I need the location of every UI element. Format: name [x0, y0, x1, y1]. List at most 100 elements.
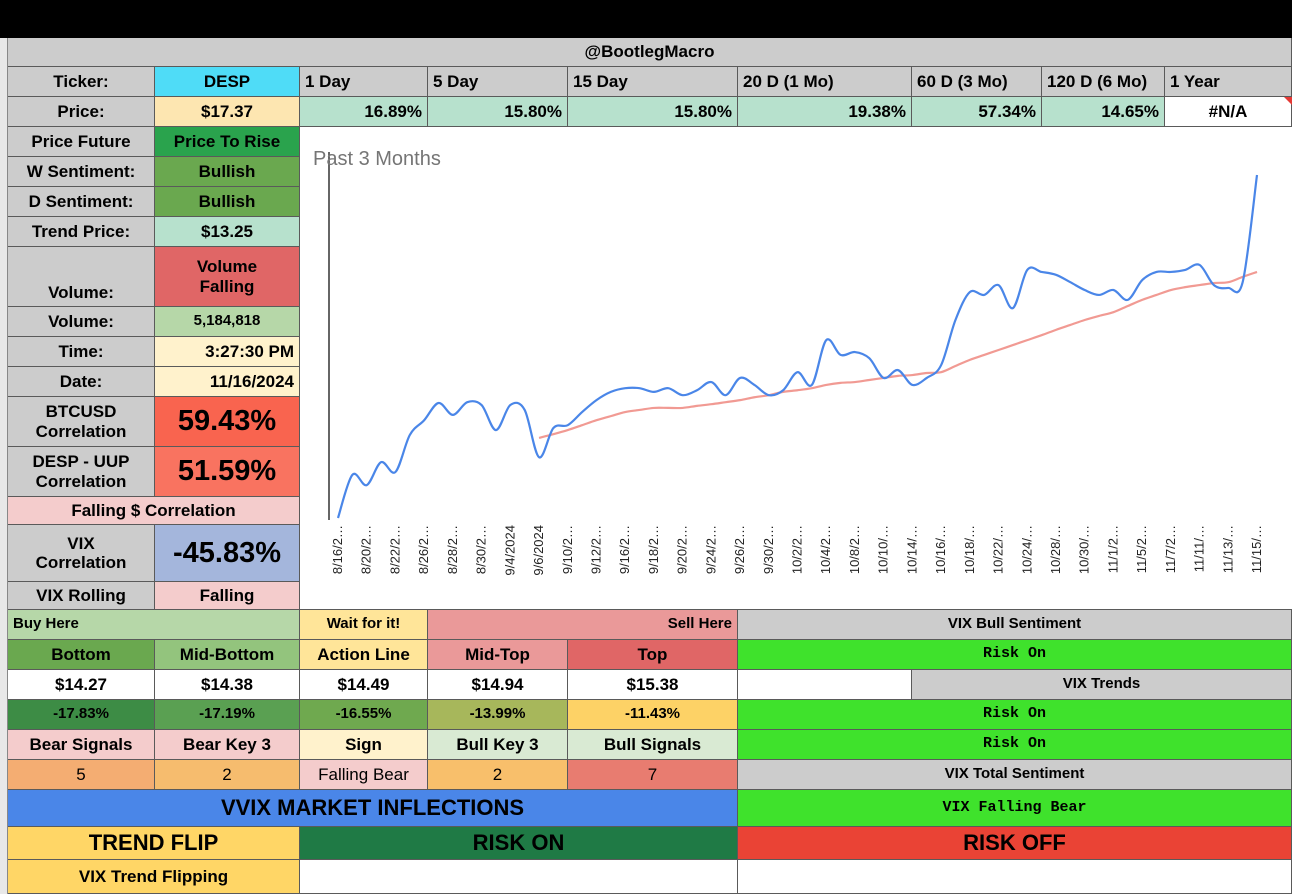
- line-series: [538, 270, 1258, 439]
- x-tick-label: 8/26/2…: [416, 525, 431, 574]
- x-tick-label: 8/22/2…: [387, 525, 402, 574]
- signal-value: 7: [568, 760, 738, 790]
- period-value: 15.80%: [568, 97, 738, 127]
- signal-value: 2: [155, 760, 300, 790]
- stat-note: Falling $ Correlation: [8, 497, 300, 525]
- period-value: #N/A: [1165, 97, 1292, 127]
- error-flag: [1284, 97, 1292, 105]
- top-bar: [0, 0, 1292, 38]
- wait: Wait for it!: [300, 610, 428, 640]
- x-tick-label: 11/13/…: [1220, 525, 1235, 573]
- stat-value: Bullish: [155, 187, 300, 217]
- period-label: 1 Day: [300, 67, 428, 97]
- period-label: 60 D (3 Mo): [912, 67, 1042, 97]
- level-name: Mid-Top: [428, 640, 568, 670]
- vix-trends-title: VIX Trends: [912, 670, 1292, 700]
- stat-value: -45.83%: [155, 525, 300, 582]
- stat-label: Time:: [8, 337, 155, 367]
- stat-value: 3:27:30 PM: [155, 337, 300, 367]
- vix-total-title: VIX Total Sentiment: [738, 760, 1292, 790]
- x-tick-label: 9/30/2…: [761, 525, 776, 574]
- stat-value: Price To Rise: [155, 127, 300, 157]
- period-value: 15.80%: [428, 97, 568, 127]
- signal-name: Bear Signals: [8, 730, 155, 760]
- stat-label: W Sentiment:: [8, 157, 155, 187]
- period-label: 15 Day: [568, 67, 738, 97]
- stat-value: Volume Falling: [155, 247, 300, 307]
- x-tick-label: 9/26/2…: [732, 525, 747, 574]
- x-tick-label: 10/10/…: [876, 525, 891, 574]
- vix-bull: Risk On: [738, 640, 1292, 670]
- stat-value: Bullish: [155, 157, 300, 187]
- period-label: 5 Day: [428, 67, 568, 97]
- stat-value: Falling: [155, 582, 300, 610]
- chart-area: [300, 127, 1292, 610]
- blank-cell: [738, 670, 912, 700]
- vvix-title: VVIX MARKET INFLECTIONS: [8, 790, 738, 827]
- x-tick-label: 9/18/2…: [646, 525, 661, 574]
- stat-label: Volume:: [8, 307, 155, 337]
- sheet-title: @BootlegMacro: [8, 38, 1292, 67]
- stat-label: Volume:: [8, 247, 155, 307]
- signal-name: Bull Signals: [568, 730, 738, 760]
- level-name: Top: [568, 640, 738, 670]
- period-value: 16.89%: [300, 97, 428, 127]
- x-tick-label: 10/4/2…: [818, 525, 833, 574]
- vix-bull-title: VIX Bull Sentiment: [738, 610, 1292, 640]
- x-tick-label: 10/28/…: [1048, 525, 1063, 574]
- vix-trend: Risk On: [738, 700, 1292, 730]
- level-price: $14.38: [155, 670, 300, 700]
- trend-flip: TREND FLIP: [8, 827, 300, 860]
- x-tick-label: 9/16/2…: [617, 525, 632, 574]
- blank-cell: [300, 860, 738, 894]
- row-header-strip: [0, 38, 8, 894]
- period-value: 19.38%: [738, 97, 912, 127]
- stat-label: VIX Correlation: [8, 525, 155, 582]
- x-tick-label: 10/2/2…: [790, 525, 805, 574]
- stat-label: D Sentiment:: [8, 187, 155, 217]
- x-tick-label: 10/22/…: [991, 525, 1006, 574]
- stat-value: 59.43%: [155, 397, 300, 447]
- signal-value: 5: [8, 760, 155, 790]
- signal-value: Falling Bear: [300, 760, 428, 790]
- stat-value: 11/16/2024: [155, 367, 300, 397]
- price-label: Price:: [8, 97, 155, 127]
- level-change: -17.19%: [155, 700, 300, 730]
- x-tick-label: 8/28/2…: [445, 525, 460, 574]
- level-price: $15.38: [568, 670, 738, 700]
- ticker-value: DESP: [155, 67, 300, 97]
- x-tick-label: 9/20/2…: [675, 525, 690, 574]
- level-change: -16.55%: [300, 700, 428, 730]
- level-name: Mid-Bottom: [155, 640, 300, 670]
- x-tick-label: 9/24/2…: [703, 525, 718, 574]
- x-tick-label: 10/16/…: [933, 525, 948, 574]
- signal-value: 2: [428, 760, 568, 790]
- stat-value: 5,184,818: [155, 307, 300, 337]
- x-tick-label: 11/7/2…: [1163, 525, 1178, 573]
- stat-value: 51.59%: [155, 447, 300, 497]
- risk-on: RISK ON: [300, 827, 738, 860]
- signal-name: Sign: [300, 730, 428, 760]
- level-change: -11.43%: [568, 700, 738, 730]
- x-tick-label: 11/1/2…: [1105, 525, 1120, 573]
- stat-label: Price Future: [8, 127, 155, 157]
- x-tick-label: 10/24/…: [1019, 525, 1034, 574]
- period-value: 57.34%: [912, 97, 1042, 127]
- level-price: $14.27: [8, 670, 155, 700]
- level-price: $14.49: [300, 670, 428, 700]
- x-tick-label: 9/12/2…: [588, 525, 603, 574]
- stat-label: BTCUSD Correlation: [8, 397, 155, 447]
- x-tick-label: 9/6/2024: [531, 525, 546, 576]
- vix-trend: Risk On: [738, 730, 1292, 760]
- level-price: $14.94: [428, 670, 568, 700]
- period-label: 20 D (1 Mo): [738, 67, 912, 97]
- stat-label: Date:: [8, 367, 155, 397]
- signal-name: Bull Key 3: [428, 730, 568, 760]
- buy-here: Buy Here: [8, 610, 300, 640]
- x-tick-label: 11/15/…: [1249, 525, 1264, 573]
- stat-label: DESP - UUP Correlation: [8, 447, 155, 497]
- ticker-label: Ticker:: [8, 67, 155, 97]
